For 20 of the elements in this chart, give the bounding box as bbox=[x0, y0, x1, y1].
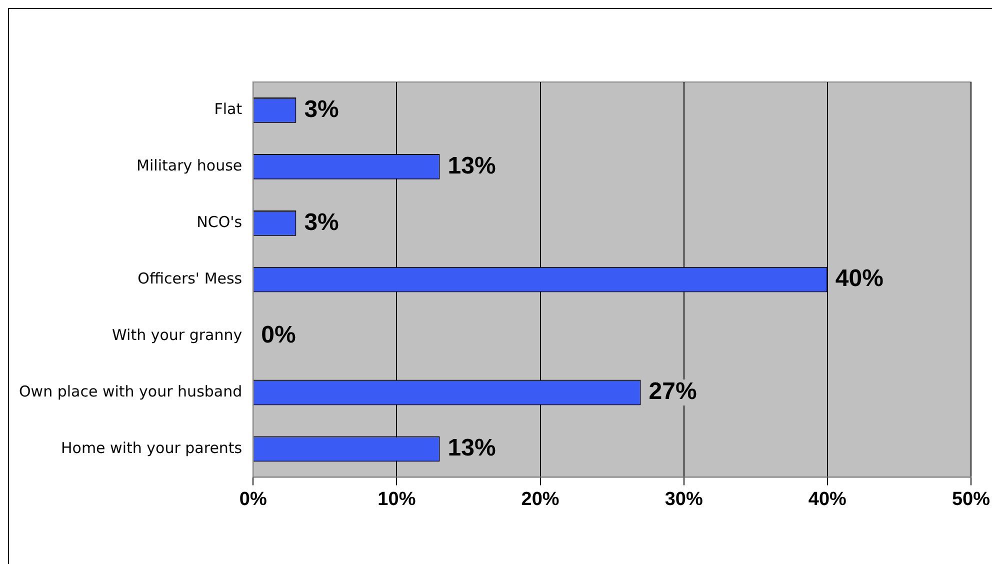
x-tick-label: 40% bbox=[808, 488, 847, 510]
y-tick-label: With your granny bbox=[112, 326, 242, 344]
y-tick-label: NCO's bbox=[196, 213, 242, 232]
y-tick-label: Own place with your husband bbox=[18, 382, 242, 400]
data-label: 13% bbox=[448, 434, 496, 462]
x-tick-label: 0% bbox=[239, 488, 267, 510]
data-label: 27% bbox=[648, 378, 697, 406]
data-label: 0% bbox=[261, 322, 296, 349]
x-tick-label: 30% bbox=[664, 488, 703, 510]
y-tick-label: Flat bbox=[214, 100, 242, 118]
data-label: 40% bbox=[835, 265, 884, 292]
data-label: 3% bbox=[304, 96, 339, 123]
x-tick-label: 20% bbox=[521, 488, 560, 510]
y-tick-label: Home with your parents bbox=[60, 438, 242, 457]
data-label: 13% bbox=[448, 152, 496, 180]
y-tick-label: Military house bbox=[136, 156, 242, 175]
x-tick-label: 10% bbox=[378, 488, 416, 510]
data-label: 3% bbox=[304, 208, 339, 236]
x-tick-label: 50% bbox=[952, 488, 990, 510]
y-tick-label: Officers' Mess bbox=[138, 269, 242, 288]
